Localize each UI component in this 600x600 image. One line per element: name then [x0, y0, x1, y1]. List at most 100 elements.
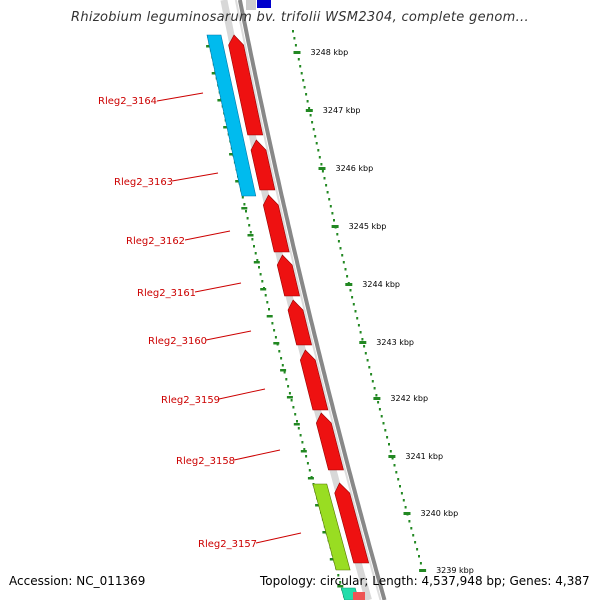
forward-gene[interactable] — [228, 34, 264, 136]
inner-ruler-dot — [290, 399, 293, 402]
outer-ruler-dot — [393, 464, 396, 467]
inner-ruler-dot — [301, 441, 304, 444]
ruler-major-tick — [293, 51, 301, 54]
outer-ruler-dot — [366, 359, 369, 362]
outer-ruler-dot — [371, 380, 374, 383]
gene-label-leader — [255, 532, 302, 544]
inner-ruler-dot — [280, 357, 283, 360]
outer-ruler-dot — [326, 191, 329, 194]
outer-ruler-dot — [311, 121, 314, 124]
outer-ruler-dot — [377, 401, 380, 404]
forward-gene[interactable] — [262, 194, 290, 253]
forward-gene[interactable] — [250, 139, 276, 191]
gene-label[interactable]: Rleg2_3162 — [126, 236, 185, 247]
inner-ruler-dot — [305, 455, 308, 458]
outer-ruler-dot — [357, 324, 360, 327]
inner-ruler-dot — [271, 322, 274, 325]
gene-label[interactable]: Rleg2_3163 — [114, 177, 173, 188]
inner-ruler-tick — [280, 369, 287, 372]
inner-ruler-dot — [254, 252, 257, 255]
outer-ruler-dot — [391, 457, 394, 460]
inner-ruler-dot — [248, 224, 251, 227]
outer-ruler-dot — [303, 86, 306, 89]
inner-ruler-tick — [315, 504, 322, 507]
outer-ruler-dot — [341, 254, 344, 257]
ruler-major-tick — [403, 512, 411, 515]
inner-ruler-dot — [274, 336, 277, 339]
inner-ruler-dot — [294, 413, 297, 416]
outer-ruler-dot — [331, 212, 334, 215]
bottom-red-fragment — [353, 592, 365, 600]
gene-label-leader — [194, 282, 242, 293]
forward-gene[interactable] — [334, 482, 370, 564]
inner-ruler-dot — [241, 196, 244, 199]
forward-gene[interactable] — [315, 412, 344, 471]
gene-label[interactable]: Rleg2_3159 — [161, 395, 220, 406]
outer-ruler-dot — [395, 471, 398, 474]
gene-label-leader — [233, 449, 281, 461]
ruler-tick-label: 3239 kbp — [436, 566, 474, 575]
outer-ruler-dot — [402, 499, 405, 502]
gene-label[interactable]: Rleg2_3158 — [176, 456, 235, 467]
outer-ruler-dot — [354, 310, 357, 313]
outer-ruler-dot — [328, 198, 331, 201]
outer-ruler-dot — [329, 205, 332, 208]
outer-ruler-dot — [308, 107, 311, 110]
outer-ruler-dot — [293, 37, 296, 40]
forward-gene[interactable] — [299, 349, 329, 411]
gene-label-leader — [218, 388, 266, 400]
inner-ruler-dot — [278, 350, 281, 353]
backbone-edge — [234, 0, 382, 600]
ruler-major-tick — [359, 341, 367, 344]
outer-ruler-dot — [349, 289, 352, 292]
inner-ruler-dot — [259, 273, 262, 276]
ruler-tick-label: 3242 kbp — [390, 394, 428, 403]
outer-ruler-dot — [373, 387, 376, 390]
gene-label[interactable]: Rleg2_3160 — [148, 336, 207, 347]
gene-label[interactable]: Rleg2_3161 — [137, 288, 196, 299]
inner-ruler-dot — [285, 378, 288, 381]
inner-ruler-dot — [245, 210, 247, 213]
inner-ruler-tick — [241, 207, 248, 210]
outer-ruler-dot — [297, 58, 300, 61]
ruler-tick-label: 3244 kbp — [362, 280, 400, 289]
outer-ruler-dot — [378, 408, 381, 411]
ruler-tick-label: 3241 kbp — [405, 452, 443, 461]
outer-ruler-dot — [336, 233, 339, 236]
outer-ruler-dot — [361, 338, 364, 341]
outer-ruler-dot — [363, 345, 366, 348]
ruler-major-tick — [419, 569, 427, 572]
inner-ruler-tick — [229, 153, 236, 156]
outer-ruler-dot — [351, 296, 354, 299]
reverse-gene[interactable] — [206, 34, 257, 197]
inner-ruler-tick — [273, 342, 280, 345]
inner-ruler-dot — [297, 427, 300, 430]
outer-ruler-dot — [344, 268, 347, 271]
inner-ruler-tick — [211, 72, 218, 75]
map-title: Rhizobium leguminosarum bv. trifolii WSM… — [71, 10, 529, 25]
outer-ruler-dot — [368, 366, 371, 369]
outer-ruler-dot — [315, 142, 318, 145]
inner-ruler-dot — [249, 231, 252, 234]
ruler-major-tick — [318, 167, 326, 170]
outer-ruler-dot — [306, 100, 309, 103]
forward-gene[interactable] — [287, 299, 312, 346]
outer-ruler-dot — [389, 450, 392, 453]
ruler-major-tick — [388, 455, 396, 458]
outer-ruler-dot — [410, 527, 413, 530]
inner-ruler-dot — [266, 301, 269, 304]
gene-label[interactable]: Rleg2_3157 — [198, 539, 257, 550]
top-feature-mark[interactable] — [257, 0, 271, 8]
other-gene[interactable] — [312, 483, 351, 571]
forward-gene[interactable] — [276, 254, 300, 297]
outer-ruler-dot — [382, 422, 385, 425]
outer-ruler-dot — [323, 177, 326, 180]
inner-ruler-dot — [246, 217, 249, 220]
ruler-major-tick — [305, 109, 313, 112]
inner-ruler-dot — [296, 420, 298, 423]
inner-ruler-dot — [288, 392, 291, 395]
gene-label[interactable]: Rleg2_3164 — [98, 96, 157, 107]
inner-ruler-tick — [300, 450, 307, 453]
